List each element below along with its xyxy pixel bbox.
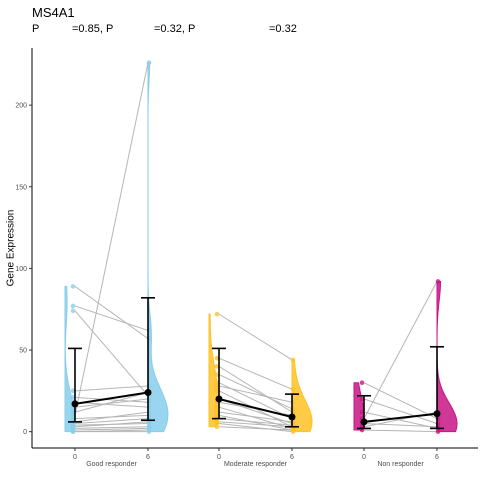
paired-line xyxy=(363,398,438,424)
y-tick-label: 100 xyxy=(15,266,27,273)
subtitle-part: =0.32, P xyxy=(154,23,196,35)
violin-week6 xyxy=(147,62,169,433)
mean-line xyxy=(74,391,149,405)
group-label: Good responder xyxy=(86,461,137,468)
data-point xyxy=(214,388,220,394)
mean-point xyxy=(71,400,79,408)
paired-line xyxy=(218,365,293,413)
paired-line xyxy=(74,427,149,431)
paired-line xyxy=(363,281,438,419)
data-point xyxy=(290,386,296,392)
paired-line xyxy=(218,385,293,403)
paired-line xyxy=(74,396,149,403)
paired-line xyxy=(74,401,149,408)
data-point xyxy=(359,380,365,385)
data-point xyxy=(70,416,76,421)
subtitle-part: P xyxy=(32,23,40,35)
data-point xyxy=(214,413,220,418)
mean-line xyxy=(218,398,293,418)
data-point xyxy=(70,388,76,394)
mean-point xyxy=(433,410,441,418)
x-tick-label: 6 xyxy=(290,454,294,461)
paired-line xyxy=(218,411,293,423)
mean-line xyxy=(363,412,438,423)
data-point xyxy=(214,404,220,410)
data-point xyxy=(70,413,76,418)
data-point xyxy=(70,429,76,434)
subtitle-part: =0.32 xyxy=(269,23,297,35)
paired-line xyxy=(218,406,293,429)
data-point xyxy=(70,308,76,314)
paired-line xyxy=(218,414,293,431)
paired-line xyxy=(218,418,293,426)
data-point xyxy=(214,424,220,430)
paired-line xyxy=(218,398,293,424)
data-point xyxy=(214,380,220,385)
chart-subtitle: P =0.85, P =0.32, P =0.32 xyxy=(32,23,297,83)
paired-line xyxy=(74,392,149,413)
mean-point xyxy=(144,388,152,396)
data-point xyxy=(70,409,76,415)
paired-line xyxy=(363,411,438,429)
y-tick-label: 50 xyxy=(19,348,27,355)
data-point xyxy=(359,409,365,415)
paired-line xyxy=(218,421,293,428)
chart-title: MS4A1 xyxy=(32,5,75,20)
subtitle-part: =0.85, P xyxy=(72,23,114,35)
data-point xyxy=(214,364,220,369)
paired-line xyxy=(363,423,438,428)
paired-line xyxy=(74,385,149,392)
x-tick-label: 6 xyxy=(435,454,439,461)
data-point xyxy=(214,355,220,361)
data-point xyxy=(70,395,76,400)
paired-line xyxy=(218,423,293,433)
paired-line xyxy=(74,285,149,340)
data-point xyxy=(214,383,220,389)
paired-line xyxy=(74,418,149,425)
violin-week6 xyxy=(436,280,458,433)
mean-point xyxy=(215,395,223,403)
paired-line xyxy=(74,421,149,428)
data-point xyxy=(214,409,220,415)
y-tick-label: 200 xyxy=(15,103,27,110)
data-point xyxy=(290,357,296,363)
paired-line xyxy=(74,411,149,423)
data-point xyxy=(359,396,365,402)
paired-line xyxy=(218,426,293,431)
y-tick-label: 150 xyxy=(15,184,27,191)
mean-point xyxy=(360,418,368,426)
data-point xyxy=(435,429,441,434)
paired-line xyxy=(74,426,149,429)
paired-line xyxy=(363,382,438,420)
paired-line xyxy=(218,357,293,390)
data-point xyxy=(214,421,220,426)
paired-line xyxy=(74,305,149,331)
data-point xyxy=(70,303,76,309)
paired-line xyxy=(218,374,293,410)
data-point xyxy=(214,372,220,377)
data-point xyxy=(290,427,296,433)
paired-line xyxy=(74,398,149,408)
group-label: Moderate responder xyxy=(224,461,288,468)
x-tick-label: 0 xyxy=(362,454,366,461)
paired-line xyxy=(363,429,438,433)
x-tick-label: 0 xyxy=(73,454,77,461)
paired-line xyxy=(218,313,293,361)
data-point xyxy=(70,284,76,289)
violin-week6 xyxy=(291,359,313,433)
group-label: Non responder xyxy=(377,461,424,468)
x-tick-label: 6 xyxy=(146,454,150,461)
data-point xyxy=(214,311,220,317)
mean-point xyxy=(288,413,296,421)
paired-line xyxy=(74,62,149,416)
data-point xyxy=(435,279,441,284)
x-tick-label: 0 xyxy=(217,454,221,461)
data-point xyxy=(146,429,152,434)
paired-line xyxy=(74,310,149,397)
y-axis-label: Gene Expression xyxy=(6,210,17,287)
data-point xyxy=(146,60,152,65)
y-tick-label: 0 xyxy=(23,429,27,436)
